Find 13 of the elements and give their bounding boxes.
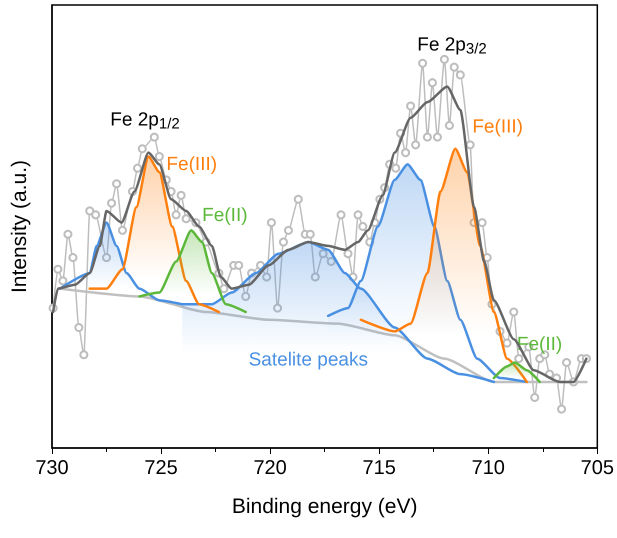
series-label: Fe(II) bbox=[516, 334, 562, 356]
x-tick-label: 720 bbox=[253, 457, 287, 479]
y-axis-title: Intensity (a.u.) bbox=[8, 160, 31, 294]
x-axis-title: Binding energy (eV) bbox=[232, 495, 418, 518]
x-tick-label: 715 bbox=[362, 457, 396, 479]
x-tick-label: 710 bbox=[472, 457, 505, 479]
x-tick-label: 730 bbox=[35, 457, 69, 479]
x-tick-label: 705 bbox=[580, 457, 614, 479]
series-label: Fe(III) bbox=[166, 154, 218, 176]
series-label: Satelite peaks bbox=[248, 350, 368, 371]
series-label: Fe(II) bbox=[202, 204, 248, 226]
series-label: Fe(III) bbox=[472, 116, 523, 138]
x-tick-label: 725 bbox=[144, 457, 178, 479]
